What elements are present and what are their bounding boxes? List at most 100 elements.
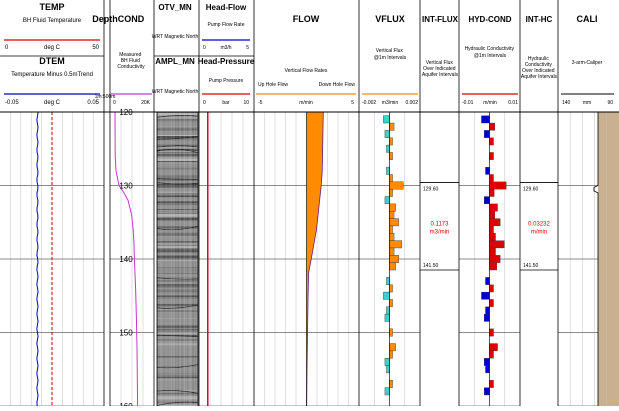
otv-texture-band — [157, 242, 198, 245]
hydcond-bar — [489, 174, 494, 182]
hydcond-bar — [489, 152, 494, 160]
flow-max: 5 — [351, 100, 354, 106]
flow-curve — [306, 111, 324, 407]
hydcond-bar — [489, 343, 498, 352]
cond-subtitle-1: Measured — [119, 52, 141, 58]
otv-texture-band — [157, 291, 198, 293]
temp-subtitle: BH Fluid Temperature — [23, 18, 82, 24]
otv-texture-band — [157, 394, 198, 397]
hydcond-bar — [489, 211, 496, 219]
otv-texture-band — [157, 330, 198, 333]
cali-max: 90 — [607, 100, 613, 106]
vflux-bar — [384, 358, 390, 366]
inthc-subtitle-2: Conductivity — [525, 62, 553, 68]
hydcond-bar — [489, 255, 501, 263]
otv-texture-band — [157, 309, 198, 312]
otv-texture-band — [157, 325, 198, 326]
otv-texture-band — [157, 395, 198, 399]
ampl-title: AMPL_MN — [155, 57, 195, 66]
intflux-subtitle-3: Aquifer Intervals — [422, 72, 459, 78]
otv-texture-band — [157, 284, 198, 287]
otv-texture-band — [157, 136, 198, 138]
otv-texture-band — [157, 371, 198, 374]
otv-texture-band — [157, 217, 198, 221]
otv-texture-band — [157, 248, 198, 252]
vflux-bar — [384, 196, 390, 205]
otv-texture-band — [157, 344, 198, 346]
hydcond-subtitle-1: Hydraulic Conductivity — [465, 46, 515, 52]
vflux-bar — [389, 203, 396, 212]
head-flow-max: 5 — [246, 45, 249, 51]
otv-texture-band — [157, 135, 198, 137]
otv-texture-band — [157, 339, 198, 341]
hydcond-bar — [489, 262, 498, 271]
inthc-title: INT-HC — [526, 15, 553, 24]
otv-texture-band — [157, 193, 198, 195]
otv-texture-band — [157, 378, 198, 382]
hydcond-bar — [489, 299, 494, 307]
cali-title: CALI — [577, 14, 598, 24]
hydcond-bar — [489, 284, 494, 293]
hydcond-bar — [489, 225, 494, 234]
vflux-unit: m3/min — [382, 100, 399, 106]
inthc-subtitle: Hydraulic Conductivity Over Indicated Aq… — [521, 56, 558, 80]
vflux-bar — [389, 328, 393, 337]
cali-curve — [593, 112, 599, 406]
otv-texture-band — [157, 191, 198, 195]
otv-texture-band — [157, 226, 198, 229]
otv-texture-band — [157, 373, 198, 375]
otv-texture-band — [157, 279, 198, 281]
hydcond-bar — [483, 387, 490, 396]
head-flow-title: Head-Flow — [206, 3, 247, 12]
cali-fill — [598, 112, 619, 406]
dtem-max: 0.05 — [87, 100, 99, 106]
vflux-bar — [389, 122, 395, 131]
otv-texture-band — [157, 403, 198, 406]
otv-fracture — [156, 364, 199, 369]
otv-texture-band — [157, 119, 198, 121]
otv-texture-band — [157, 247, 198, 249]
vflux-bar — [389, 152, 393, 160]
otv-texture-band — [157, 356, 198, 358]
hydcond-bar — [485, 166, 490, 175]
dtem-unit: deg C — [44, 100, 61, 106]
otv-texture-band — [157, 297, 198, 299]
otv-texture-band — [157, 195, 198, 198]
otv-fracture — [156, 178, 199, 180]
vflux-bar — [389, 225, 393, 234]
otv-texture-band — [157, 322, 198, 325]
depth-tick-label: 160 — [119, 402, 133, 406]
otv-texture-band — [157, 289, 198, 292]
flow-right-label: Down Hole Flow — [319, 82, 356, 88]
inthc-subtitle-4: Aquifer Intervals — [521, 74, 558, 80]
hydcond-bar — [489, 137, 494, 146]
vflux-bar — [389, 188, 393, 197]
hydcond-bar — [481, 115, 490, 124]
otv-texture-band — [157, 375, 198, 377]
otv-fracture — [156, 304, 199, 309]
vflux-bar — [384, 313, 390, 322]
otv-texture-band — [157, 120, 198, 122]
vflux-subtitle-1: Vertical Flux — [376, 48, 404, 54]
vflux-bar — [389, 218, 399, 227]
otv-fracture — [156, 182, 199, 185]
vflux-bar — [386, 306, 390, 315]
otv-texture-band — [157, 184, 198, 186]
hydcond-bar — [489, 233, 496, 241]
otv-texture-band — [157, 390, 198, 392]
otv-texture-band — [157, 255, 198, 258]
hydcond-bar — [489, 328, 494, 337]
otv-texture-band — [157, 403, 198, 405]
flow-left-label: Up Hole Flow — [258, 82, 288, 88]
otv-texture-band — [157, 275, 198, 277]
hydcond-bar — [483, 196, 490, 205]
cali-unit: mm — [583, 100, 591, 106]
vflux-bar — [389, 284, 393, 293]
temp-max: 50 — [92, 45, 99, 51]
otv-texture-band — [157, 247, 198, 251]
otv-texture-band — [157, 152, 198, 153]
intflux-interval-bottom: 141.50 — [423, 263, 439, 269]
otv-texture-band — [157, 334, 198, 337]
otv-texture-band — [157, 292, 198, 294]
